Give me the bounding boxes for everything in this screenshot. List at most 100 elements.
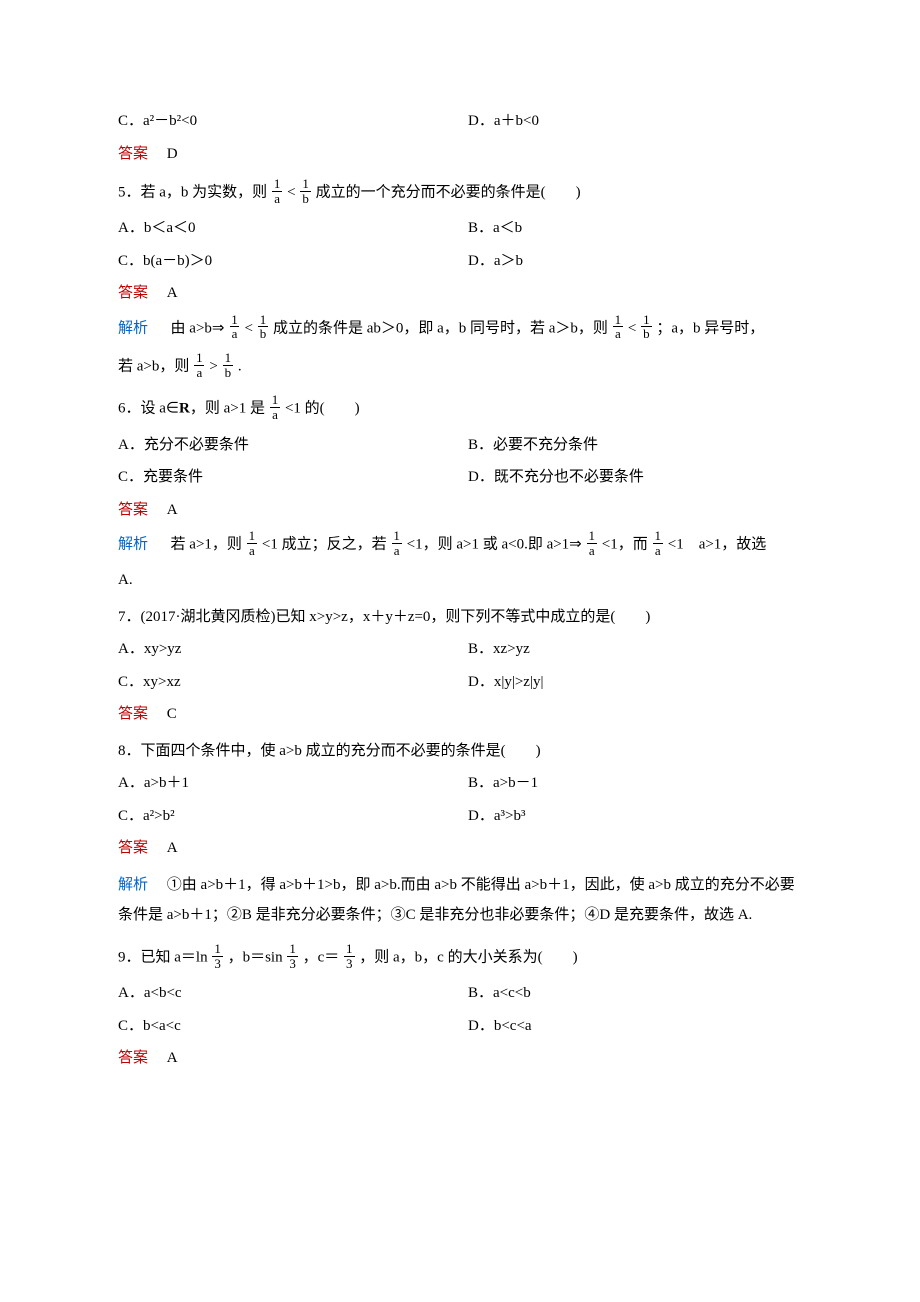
q8-analysis: 解析 ①由 a>b＋1，得 a>b＋1>b，即 a>b.而由 a>b 不能得出 … [118, 870, 802, 930]
answer-label: 答案 [118, 706, 148, 722]
q9-stem: 9．已知 a＝ln 13 ，b＝sin 13 ，c＝ 13 ，则 a，b，c 的… [118, 944, 802, 972]
q8-optC: C．a²>b² [118, 805, 468, 828]
fraction: 1a [247, 529, 258, 557]
fraction: 1a [613, 313, 624, 341]
q9-options-ab: A．a<b<c B．a<c<b [118, 982, 802, 1005]
fraction: 1b [258, 313, 269, 341]
q5-ana2-a: 若 a>b，则 [118, 359, 189, 375]
q6-optA: A．充分不必要条件 [118, 434, 468, 457]
q9-mid2: ，c＝ [303, 949, 340, 965]
q6-stem-mid: ，则 a>1 是 [190, 401, 265, 417]
q8-answer: 答案 A [118, 837, 802, 860]
q4-options-cd: C．a²－b²<0 D．a＋b<0 [118, 110, 802, 133]
q9-mid1: ，b＝sin [228, 949, 283, 965]
q8-options-ab: A．a>b＋1 B．a>b－1 [118, 772, 802, 795]
q6-ana-b: <1 成立；反之，若 [262, 537, 387, 553]
q9-options-cd: C．b<a<c D．b<c<a [118, 1015, 802, 1038]
q8-stem: 8．下面四个条件中，使 a>b 成立的充分而不必要的条件是( ) [118, 740, 802, 763]
q4-answer-value: D [167, 146, 178, 162]
q7-options-ab: A．xy>yz B．xz>yz [118, 638, 802, 661]
fraction: 1b [641, 313, 652, 341]
q9-stem-post: ，则 a，b，c 的大小关系为( ) [359, 949, 577, 965]
fraction: 13 [212, 942, 223, 970]
q6-optD: D．既不充分也不必要条件 [468, 466, 644, 489]
analysis-label: 解析 [118, 320, 148, 336]
q5-stem-pre: 5．若 a，b 为实数，则 [118, 185, 267, 201]
q5-answer-value: A [167, 285, 178, 301]
q7-optB: B．xz>yz [468, 638, 530, 661]
q9-answer-value: A [167, 1050, 178, 1066]
q7-options-cd: C．xy>xz D．x|y|>z|y| [118, 671, 802, 694]
q7-optC: C．xy>xz [118, 671, 468, 694]
q6-answer: 答案 A [118, 499, 802, 522]
q4-optD: D．a＋b<0 [468, 110, 539, 133]
fraction: 1a [391, 529, 402, 557]
fraction: 13 [287, 942, 298, 970]
q8-optD: D．a³>b³ [468, 805, 525, 828]
q5-options-ab: A．b＜a＜0 B．a＜b [118, 217, 802, 240]
q7-optD: D．x|y|>z|y| [468, 671, 543, 694]
q7-answer: 答案 C [118, 703, 802, 726]
q5-ana-c: ；a，b 异号时， [656, 320, 764, 336]
q7-answer-value: C [167, 706, 177, 722]
q6-stem-post: <1 的( ) [285, 401, 360, 417]
answer-label: 答案 [118, 840, 148, 856]
q5-optA: A．b＜a＜0 [118, 217, 468, 240]
q6-options-ab: A．充分不必要条件 B．必要不充分条件 [118, 434, 802, 457]
q9-optC: C．b<a<c [118, 1015, 468, 1038]
q7-optA: A．xy>yz [118, 638, 468, 661]
q5-stem-post: 成立的一个充分而不必要的条件是( ) [316, 185, 581, 201]
q6-options-cd: C．充要条件 D．既不充分也不必要条件 [118, 466, 802, 489]
fraction-1-b: 1b [300, 177, 311, 205]
q5-optB: B．a＜b [468, 217, 522, 240]
answer-label: 答案 [118, 502, 148, 518]
analysis-label: 解析 [118, 537, 148, 553]
q7-stem: 7．(2017·湖北黄冈质检)已知 x>y>z，x＋y＋z=0，则下列不等式中成… [118, 606, 802, 629]
q6-optC: C．充要条件 [118, 466, 468, 489]
q9-optD: D．b<c<a [468, 1015, 532, 1038]
q6-ana-c: <1，则 a>1 或 a<0.即 a>1⇒ [407, 537, 582, 553]
q5-analysis: 解析 由 a>b⇒ 1a < 1b 成立的条件是 ab＞0，即 a，b 同号时，… [118, 315, 802, 343]
fraction: 13 [344, 942, 355, 970]
q6-stem: 6．设 a∈R，则 a>1 是 1a <1 的( ) [118, 395, 802, 423]
fraction: 1a [229, 313, 240, 341]
q5-stem: 5．若 a，b 为实数，则 1a < 1b 成立的一个充分而不必要的条件是( ) [118, 179, 802, 207]
fraction: 1a [194, 351, 205, 379]
q6-analysis-2: A. [118, 569, 802, 592]
q5-optD: D．a＞b [468, 250, 523, 273]
q8-options-cd: C．a²>b² D．a³>b³ [118, 805, 802, 828]
q9-stem-pre: 9．已知 a＝ln [118, 949, 208, 965]
q5-answer: 答案 A [118, 282, 802, 305]
q6-ana-a: 若 a>1，则 [171, 537, 242, 553]
q6-analysis: 解析 若 a>1，则 1a <1 成立；反之，若 1a <1，则 a>1 或 a… [118, 531, 802, 559]
fraction: 1a [587, 529, 598, 557]
q8-optA: A．a>b＋1 [118, 772, 468, 795]
q8-optB: B．a>b－1 [468, 772, 538, 795]
q5-optC: C．b(a－b)＞0 [118, 250, 468, 273]
q5-analysis-2: 若 a>b，则 1a > 1b . [118, 353, 802, 381]
q5-ana-a: 由 a>b⇒ [171, 320, 225, 336]
fraction-1-a: 1a [272, 177, 283, 205]
q8-answer-value: A [167, 840, 178, 856]
q5-ana2-b: . [238, 359, 242, 375]
fraction: 1b [223, 351, 234, 379]
q9-optB: B．a<c<b [468, 982, 531, 1005]
q9-optA: A．a<b<c [118, 982, 468, 1005]
q6-ana-e: <1 a>1，故选 [668, 537, 767, 553]
answer-label: 答案 [118, 146, 148, 162]
analysis-label: 解析 [118, 877, 148, 893]
q6-optB: B．必要不充分条件 [468, 434, 598, 457]
q6-ana-d: <1，而 [602, 537, 648, 553]
fraction-1-a: 1a [270, 393, 281, 421]
q6-R: R [179, 401, 190, 417]
q8-analysis-body: ①由 a>b＋1，得 a>b＋1>b，即 a>b.而由 a>b 不能得出 a>b… [118, 877, 795, 923]
q5-mid: < [287, 185, 295, 201]
answer-label: 答案 [118, 285, 148, 301]
answer-label: 答案 [118, 1050, 148, 1066]
q5-options-cd: C．b(a－b)＞0 D．a＞b [118, 250, 802, 273]
q6-answer-value: A [167, 502, 178, 518]
q5-ana-b: 成立的条件是 ab＞0，即 a，b 同号时，若 a＞b，则 [273, 320, 608, 336]
q4-answer: 答案 D [118, 143, 802, 166]
q9-answer: 答案 A [118, 1047, 802, 1070]
q6-stem-pre: 6．设 a∈ [118, 401, 179, 417]
